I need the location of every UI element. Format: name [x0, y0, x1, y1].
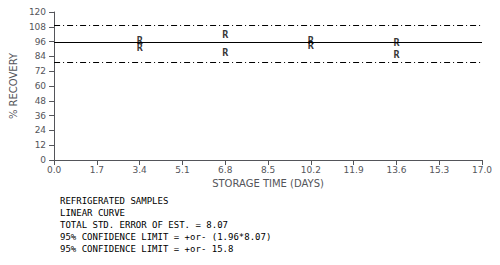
svg-text:120: 120: [29, 7, 46, 17]
svg-text:60: 60: [35, 81, 47, 91]
svg-text:% RECOVERY: % RECOVERY: [8, 52, 19, 119]
svg-text:0.0: 0.0: [47, 165, 62, 175]
svg-text:48: 48: [35, 96, 47, 106]
svg-text:95% CONFIDENCE LIMIT = +or- 15: 95% CONFIDENCE LIMIT = +or- 15.8: [60, 244, 233, 254]
svg-text:R: R: [393, 49, 400, 60]
svg-text:13.6: 13.6: [386, 165, 406, 175]
svg-text:STORAGE TIME (DAYS): STORAGE TIME (DAYS): [212, 178, 324, 189]
svg-text:95% CONFIDENCE LIMIT = +or- (1: 95% CONFIDENCE LIMIT = +or- (1.96*8.07): [60, 232, 271, 242]
svg-text:R: R: [308, 40, 315, 51]
svg-text:LINEAR CURVE: LINEAR CURVE: [60, 208, 125, 218]
svg-text:15.3: 15.3: [429, 165, 449, 175]
svg-text:R: R: [137, 42, 144, 53]
svg-text:108: 108: [29, 22, 46, 32]
svg-text:TOTAL STD. ERROR OF EST. = 8.0: TOTAL STD. ERROR OF EST. = 8.07: [60, 220, 228, 230]
svg-text:5.1: 5.1: [175, 165, 189, 175]
svg-text:17.0: 17.0: [472, 165, 492, 175]
svg-text:0: 0: [40, 155, 46, 165]
svg-text:REFRIGERATED SAMPLES: REFRIGERATED SAMPLES: [60, 196, 168, 206]
svg-text:R: R: [222, 47, 229, 58]
svg-text:96: 96: [35, 37, 47, 47]
svg-text:6.8: 6.8: [218, 165, 233, 175]
svg-text:R: R: [222, 29, 229, 40]
svg-text:84: 84: [35, 51, 47, 61]
svg-text:24: 24: [35, 125, 47, 135]
svg-text:8.5: 8.5: [261, 165, 275, 175]
svg-text:72: 72: [35, 66, 46, 76]
svg-text:36: 36: [35, 111, 47, 121]
svg-text:10.2: 10.2: [301, 165, 321, 175]
svg-text:1.7: 1.7: [90, 165, 104, 175]
svg-text:12: 12: [35, 140, 46, 150]
svg-text:11.9: 11.9: [344, 165, 364, 175]
svg-text:3.4: 3.4: [132, 165, 147, 175]
svg-text:R: R: [393, 36, 400, 48]
